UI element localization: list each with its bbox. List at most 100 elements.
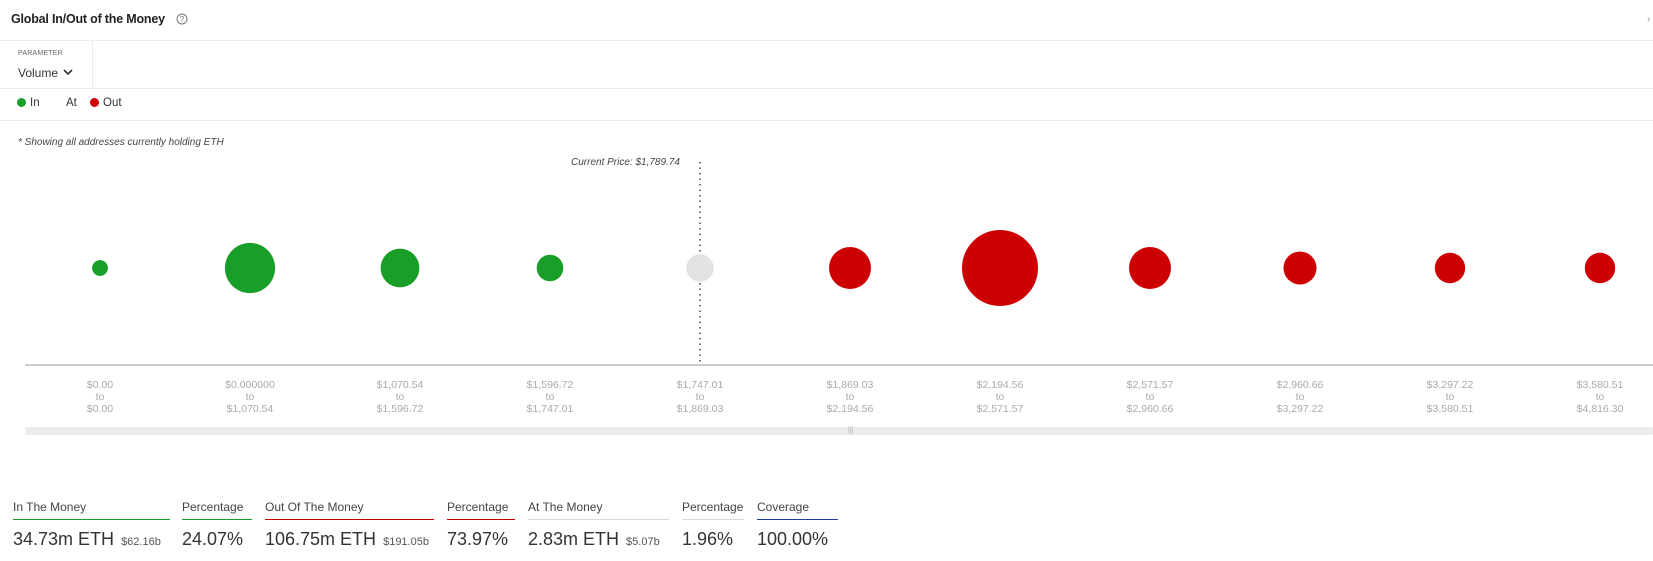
- stat-in-the-money: In The Money 34.73m ETH $62.16b: [13, 500, 170, 550]
- stat-underline: [682, 519, 744, 520]
- legend-dot-in: [17, 98, 26, 107]
- stat-underline: [447, 519, 515, 520]
- legend-item-at[interactable]: At: [66, 97, 77, 109]
- tick-label-to: $1,070.54: [227, 403, 274, 415]
- tick-label-to-word: to: [1296, 391, 1305, 403]
- tick-label-from: $3,297.22: [1427, 379, 1474, 391]
- stat-label: Percentage: [682, 500, 744, 514]
- money-bubble-chart: $0.00to$0.00$0.000000to$1,070.54$1,070.5…: [25, 162, 1653, 415]
- stat-out-percentage: Percentage 73.97%: [447, 500, 515, 550]
- tick-label-to-word: to: [1596, 391, 1605, 403]
- tick-label-to-word: to: [1146, 391, 1155, 403]
- legend-label-out: Out: [103, 97, 122, 109]
- tick-label-to: $4,816.30: [1577, 403, 1624, 415]
- legend-item-in[interactable]: In: [17, 97, 40, 109]
- stat-value: 100.00%: [757, 529, 829, 549]
- stat-value: 34.73m ETH $62.16b: [13, 529, 170, 550]
- stat-label: At The Money: [528, 500, 603, 514]
- legend-label-at: At: [66, 97, 77, 109]
- stat-underline: [528, 519, 669, 520]
- stat-value-main: 2.83m ETH: [528, 529, 620, 549]
- legend-label-in: In: [30, 97, 40, 109]
- tick-label-from: $0.000000: [225, 379, 275, 391]
- tick-label-to: $0.00: [87, 403, 113, 415]
- stat-underline: [13, 519, 170, 520]
- stat-value: 2.83m ETH $5.07b: [528, 529, 669, 550]
- stat-coverage: Coverage 100.00%: [757, 500, 838, 550]
- stat-value-main: 34.73m ETH: [13, 529, 115, 549]
- bubble-out[interactable]: [1283, 251, 1317, 285]
- tick-label-from: $0.00: [87, 379, 113, 391]
- scroll-grip-icon[interactable]: |||: [848, 427, 854, 434]
- tick-label-from: $1,869.03: [827, 379, 874, 391]
- tick-label-to-word: to: [996, 391, 1005, 403]
- tick-label-to: $3,297.22: [1277, 403, 1324, 415]
- stat-value-main: 106.75m ETH: [265, 529, 377, 549]
- bubble-in[interactable]: [224, 242, 276, 294]
- tick-label-from: $2,571.57: [1127, 379, 1174, 391]
- tick-label-from: $1,596.72: [527, 379, 574, 391]
- tick-label-to: $1,596.72: [377, 403, 424, 415]
- bubble-in[interactable]: [92, 260, 108, 276]
- help-icon[interactable]: ?: [176, 13, 188, 25]
- chart-scrollbar[interactable]: [25, 427, 1653, 435]
- parameter-row: [0, 40, 1653, 89]
- bubble-out[interactable]: [962, 230, 1038, 306]
- bubble-out[interactable]: [1434, 252, 1466, 284]
- tick-label-to: $2,960.66: [1127, 403, 1174, 415]
- svg-text:?: ?: [180, 15, 185, 24]
- bubble-in[interactable]: [536, 254, 564, 282]
- stat-label: Out Of The Money: [265, 500, 364, 514]
- stat-label: In The Money: [13, 500, 87, 514]
- parameter-label: PARAMETER: [18, 50, 63, 57]
- stat-underline: [757, 519, 838, 520]
- tick-label-to-word: to: [246, 391, 255, 403]
- bubble-at[interactable]: [686, 254, 714, 282]
- tick-label-to: $1,747.01: [527, 403, 574, 415]
- stat-label: Coverage: [757, 500, 810, 514]
- stat-value: 73.97%: [447, 529, 509, 549]
- tick-label-to: $3,580.51: [1427, 403, 1474, 415]
- tick-label-from: $1,747.01: [677, 379, 724, 391]
- stat-underline: [182, 519, 252, 520]
- current-price-label: Current Price: $1,789.74: [571, 157, 680, 168]
- legend-dot-out: [90, 98, 99, 107]
- bubble-out[interactable]: [1584, 252, 1616, 284]
- tick-label-from: $2,194.56: [977, 379, 1024, 391]
- tick-label-from: $1,070.54: [377, 379, 424, 391]
- bubble-in[interactable]: [380, 248, 420, 288]
- stat-at-percentage: Percentage 1.96%: [682, 500, 744, 550]
- tick-label-to: $2,571.57: [977, 403, 1024, 415]
- tick-label-to: $1,869.03: [677, 403, 724, 415]
- panel-header: Global In/Out of the Money ? ›: [0, 0, 1653, 41]
- stat-label: Percentage: [182, 500, 244, 514]
- stat-label: Percentage: [447, 500, 509, 514]
- panel-title: Global In/Out of the Money: [11, 12, 165, 26]
- collapse-icon[interactable]: ›: [1647, 14, 1651, 25]
- bubble-out[interactable]: [1129, 247, 1171, 289]
- stat-value-usd: $62.16b: [121, 536, 161, 548]
- stat-out-of-the-money: Out Of The Money 106.75m ETH $191.05b: [265, 500, 434, 550]
- tick-label-to: $2,194.56: [827, 403, 874, 415]
- stat-in-percentage: Percentage 24.07%: [182, 500, 252, 550]
- legend-item-out[interactable]: Out: [90, 97, 122, 109]
- holdings-note: * Showing all addresses currently holdin…: [18, 137, 224, 148]
- stat-value: 106.75m ETH $191.05b: [265, 529, 434, 550]
- parameter-dropdown[interactable]: Volume: [18, 66, 73, 80]
- tick-label-to-word: to: [1446, 391, 1455, 403]
- tick-label-from: $3,580.51: [1577, 379, 1624, 391]
- tick-label-from: $2,960.66: [1277, 379, 1324, 391]
- tick-label-to-word: to: [546, 391, 555, 403]
- parameter-value: Volume: [18, 66, 59, 80]
- parameter-selector: PARAMETER Volume: [0, 40, 93, 88]
- chevron-down-icon: [63, 69, 73, 76]
- bubble-out[interactable]: [829, 247, 871, 289]
- stat-value: 1.96%: [682, 529, 734, 549]
- tick-label-to-word: to: [96, 391, 105, 403]
- tick-label-to-word: to: [696, 391, 705, 403]
- stat-at-the-money: At The Money 2.83m ETH $5.07b: [528, 500, 669, 550]
- stat-value-usd: $5.07b: [626, 536, 660, 548]
- tick-label-to-word: to: [846, 391, 855, 403]
- stat-underline: [265, 519, 434, 520]
- stat-value-usd: $191.05b: [383, 536, 429, 548]
